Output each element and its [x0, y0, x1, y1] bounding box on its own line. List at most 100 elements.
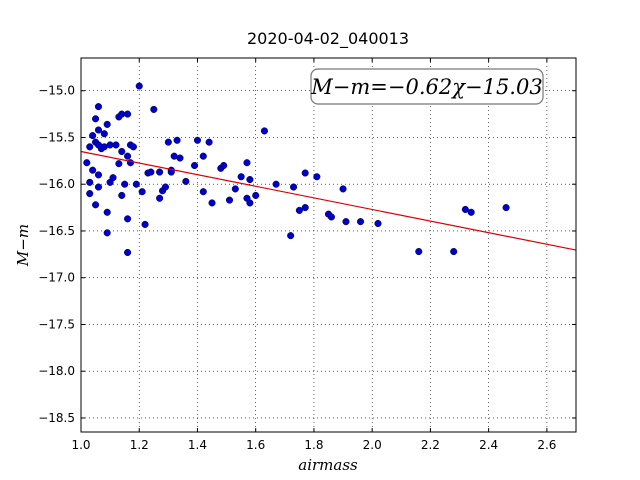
- data-point: [86, 178, 94, 186]
- data-point: [121, 180, 129, 188]
- x-tick-label: 1.6: [246, 438, 265, 452]
- x-tick-label: 1.0: [71, 438, 90, 452]
- x-tick-label: 1.4: [188, 438, 207, 452]
- data-point: [115, 160, 123, 168]
- data-point: [205, 138, 213, 146]
- axis-ticks: [80, 58, 576, 432]
- data-point: [103, 120, 111, 128]
- x-tick-label: 1.2: [130, 438, 149, 452]
- data-point: [156, 194, 164, 202]
- y-tick-label: −15.0: [38, 84, 75, 98]
- data-point: [339, 185, 347, 193]
- y-tick-label: −15.5: [38, 130, 75, 144]
- data-point: [295, 206, 303, 214]
- data-point: [502, 204, 510, 212]
- data-point: [199, 188, 207, 196]
- data-point: [415, 247, 423, 256]
- data-point: [124, 110, 132, 118]
- data-point: [100, 130, 108, 138]
- data-point: [327, 213, 335, 221]
- data-point: [129, 143, 137, 151]
- data-point: [89, 166, 97, 174]
- data-point: [164, 138, 172, 146]
- data-point: [208, 199, 216, 207]
- data-point: [141, 220, 149, 228]
- data-point: [112, 141, 120, 149]
- data-point: [109, 174, 117, 182]
- data-point: [243, 159, 251, 167]
- data-point: [287, 232, 295, 240]
- y-tick-label: −17.5: [38, 317, 75, 331]
- x-axis-label: airmass: [298, 456, 358, 474]
- data-point: [193, 136, 202, 144]
- data-point: [94, 171, 103, 179]
- data-point: [124, 248, 132, 257]
- y-tick-labels: −15.0 −15.5 −16.0 −16.5 −17.0 −17.5 −18.0 −18.5: [38, 84, 75, 425]
- annotation-text: M−m=−0.62χ−15.03: [310, 75, 542, 99]
- data-point: [301, 204, 309, 212]
- data-point: [272, 180, 280, 188]
- x-tick-labels: 1.0 1.2 1.4 1.6 1.8 2.0 2.2 2.4 2.6: [71, 438, 556, 452]
- data-point: [313, 173, 321, 181]
- data-point: [374, 219, 382, 228]
- data-point: [199, 152, 207, 160]
- data-point: [461, 205, 469, 214]
- data-point: [450, 247, 458, 256]
- data-point: [237, 173, 245, 181]
- x-tick-label: 2.4: [479, 438, 498, 452]
- data-point: [231, 185, 239, 193]
- data-point: [86, 190, 94, 198]
- chart-title: 2020-04-02_040013: [247, 29, 409, 49]
- y-tick-label: −18.5: [38, 411, 75, 425]
- plot-frame: [80, 57, 577, 433]
- x-tick-label: 2.0: [363, 438, 382, 452]
- data-point: [220, 161, 228, 170]
- fit-line: [80, 150, 577, 251]
- data-point: [176, 154, 184, 162]
- data-point: [225, 196, 234, 204]
- data-point: [92, 115, 100, 123]
- grid-lines: [80, 58, 576, 432]
- data-point: [103, 229, 111, 237]
- x-tick-label: 2.2: [421, 438, 440, 452]
- data-point: [147, 168, 155, 176]
- data-point: [92, 201, 100, 209]
- data-point: [356, 218, 365, 226]
- y-tick-label: −16.0: [38, 177, 75, 191]
- data-point: [252, 191, 260, 199]
- data-point: [150, 105, 158, 113]
- data-point: [94, 126, 103, 134]
- data-point: [260, 127, 268, 135]
- y-tick-label: −18.0: [38, 364, 75, 378]
- data-point: [182, 177, 190, 185]
- annotation-box: [310, 68, 544, 105]
- data-point: [118, 147, 126, 156]
- data-point: [191, 161, 199, 170]
- data-point: [301, 169, 309, 177]
- data-point: [467, 208, 475, 216]
- data-point: [246, 199, 254, 207]
- y-tick-label: −16.5: [38, 224, 75, 238]
- data-point: [124, 215, 132, 223]
- data-point: [156, 168, 164, 176]
- data-point: [103, 208, 111, 216]
- data-point: [173, 136, 181, 144]
- data-point: [342, 218, 350, 226]
- data-point: [132, 180, 140, 188]
- data-point: [138, 188, 146, 196]
- data-point: [124, 152, 132, 160]
- data-point: [118, 191, 126, 199]
- data-point: [86, 143, 94, 151]
- data-points: [83, 82, 510, 257]
- y-axis-label: M−m: [14, 224, 32, 267]
- data-point: [290, 183, 298, 191]
- data-point: [83, 159, 91, 167]
- x-tick-label: 1.8: [304, 438, 323, 452]
- data-point: [94, 103, 103, 111]
- x-tick-label: 2.6: [537, 438, 556, 452]
- data-point: [100, 143, 108, 151]
- data-point: [246, 176, 254, 184]
- data-point: [135, 82, 143, 90]
- data-point: [94, 183, 103, 191]
